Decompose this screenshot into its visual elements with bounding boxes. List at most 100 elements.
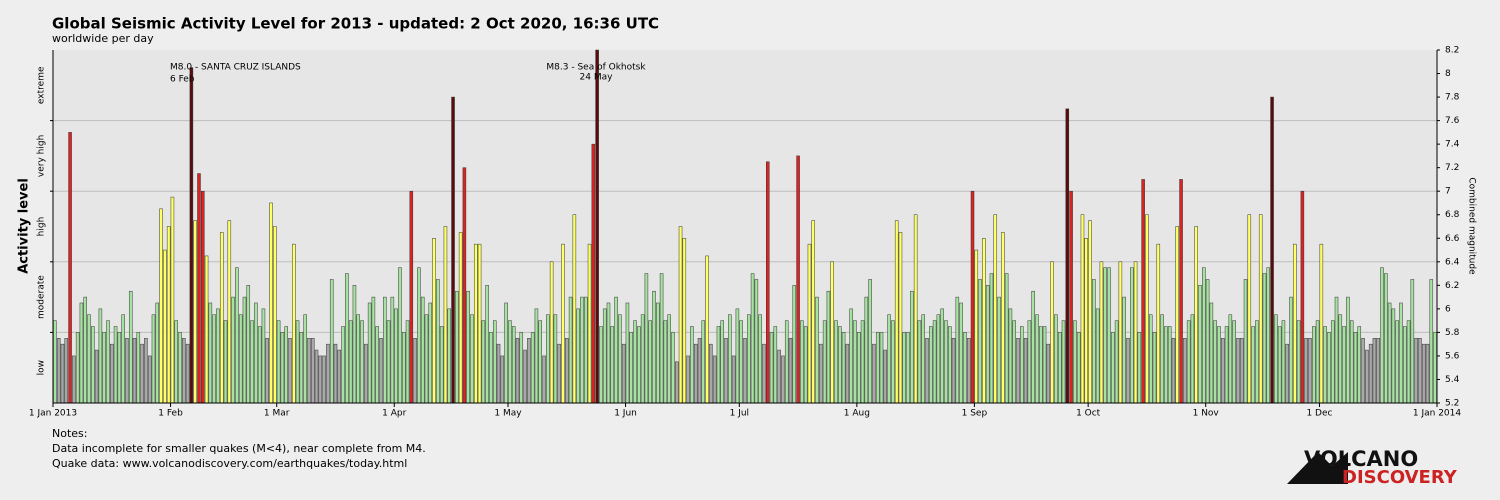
level-label: low	[37, 360, 47, 375]
bar	[845, 343, 850, 404]
bar	[621, 343, 626, 404]
bar	[682, 238, 687, 404]
bar	[754, 279, 759, 404]
bar	[1217, 326, 1221, 404]
x-tick-label: 1 Dec	[1306, 409, 1332, 419]
bar	[352, 285, 357, 404]
bar	[1171, 338, 1176, 404]
bar	[1103, 267, 1107, 404]
bar	[1243, 279, 1248, 404]
bar	[398, 267, 402, 404]
bar	[185, 343, 190, 404]
bar	[1293, 243, 1297, 404]
bar	[193, 220, 197, 404]
y-tick-label: 7.6	[1445, 116, 1460, 126]
bar	[250, 320, 254, 404]
bar	[159, 208, 163, 404]
bar	[1342, 326, 1346, 404]
bar	[64, 338, 69, 404]
bar	[216, 308, 220, 404]
bar	[53, 320, 57, 404]
bar	[1349, 320, 1354, 404]
bar	[439, 326, 444, 404]
bar	[140, 343, 144, 404]
bar	[1164, 326, 1168, 404]
bar	[1137, 332, 1142, 404]
y-tick-label: 5.4	[1445, 375, 1460, 385]
bar	[966, 338, 971, 404]
bar	[75, 332, 80, 404]
bar	[1353, 332, 1358, 404]
bar	[1270, 96, 1274, 404]
bar	[910, 290, 914, 404]
bar	[864, 296, 869, 404]
y-tick-label: 6.4	[1445, 257, 1460, 267]
bar	[1228, 314, 1233, 404]
bar	[549, 261, 554, 404]
bar	[534, 308, 539, 404]
y-tick-label: 8	[1445, 69, 1451, 79]
bar	[409, 190, 414, 404]
bar	[1330, 320, 1335, 404]
bar	[511, 326, 516, 404]
bar	[288, 338, 292, 404]
bar	[1088, 220, 1092, 404]
bar	[1046, 343, 1051, 404]
bar	[182, 338, 186, 404]
bar	[348, 320, 353, 404]
x-tick-label: 1 Sep	[962, 409, 988, 419]
bar	[303, 314, 307, 404]
x-tick-label: 1 Jul	[730, 409, 749, 419]
bar	[716, 326, 721, 404]
bar	[1277, 326, 1282, 404]
bar	[1387, 302, 1392, 404]
bar	[174, 320, 178, 404]
bar	[565, 338, 569, 404]
bar	[963, 332, 967, 404]
bar	[1319, 243, 1324, 404]
bar	[951, 338, 956, 404]
bar	[504, 302, 508, 404]
bar	[1391, 308, 1396, 404]
bar	[796, 155, 800, 404]
bar	[1099, 261, 1104, 404]
bar	[1421, 343, 1426, 404]
bar	[280, 332, 285, 404]
y-tick-label: 7.4	[1445, 140, 1460, 150]
bar	[257, 326, 262, 404]
bar	[1145, 214, 1149, 404]
bar	[443, 226, 448, 404]
bar	[1016, 338, 1020, 404]
chart-title: Global Seismic Activity Level for 2013 -…	[52, 15, 659, 33]
bar	[625, 302, 630, 404]
bar	[223, 320, 228, 404]
bar	[663, 320, 668, 404]
bar	[1281, 320, 1286, 404]
bar	[68, 132, 72, 404]
bar	[743, 338, 747, 404]
bar	[1308, 338, 1312, 404]
note: Data incomplete for smaller quakes (M<4)…	[52, 442, 426, 455]
bar	[891, 320, 895, 404]
x-tick-label: 1 Feb	[158, 409, 183, 419]
bar	[474, 243, 478, 404]
bar	[868, 279, 872, 404]
bar	[580, 296, 584, 404]
bar	[345, 273, 349, 404]
bar	[1365, 349, 1369, 404]
bar	[201, 190, 205, 404]
bar	[1141, 179, 1145, 404]
bar	[538, 320, 542, 404]
bar	[583, 296, 588, 404]
bar	[56, 338, 61, 404]
bar	[1065, 108, 1070, 404]
bar	[254, 302, 258, 404]
bar	[803, 326, 808, 404]
bar	[1357, 326, 1362, 404]
bar	[375, 326, 379, 404]
y-tick-label: 6	[1445, 304, 1451, 314]
bar	[857, 332, 861, 404]
bar	[561, 243, 565, 404]
level-label: very high	[37, 135, 47, 177]
bar	[333, 343, 338, 404]
